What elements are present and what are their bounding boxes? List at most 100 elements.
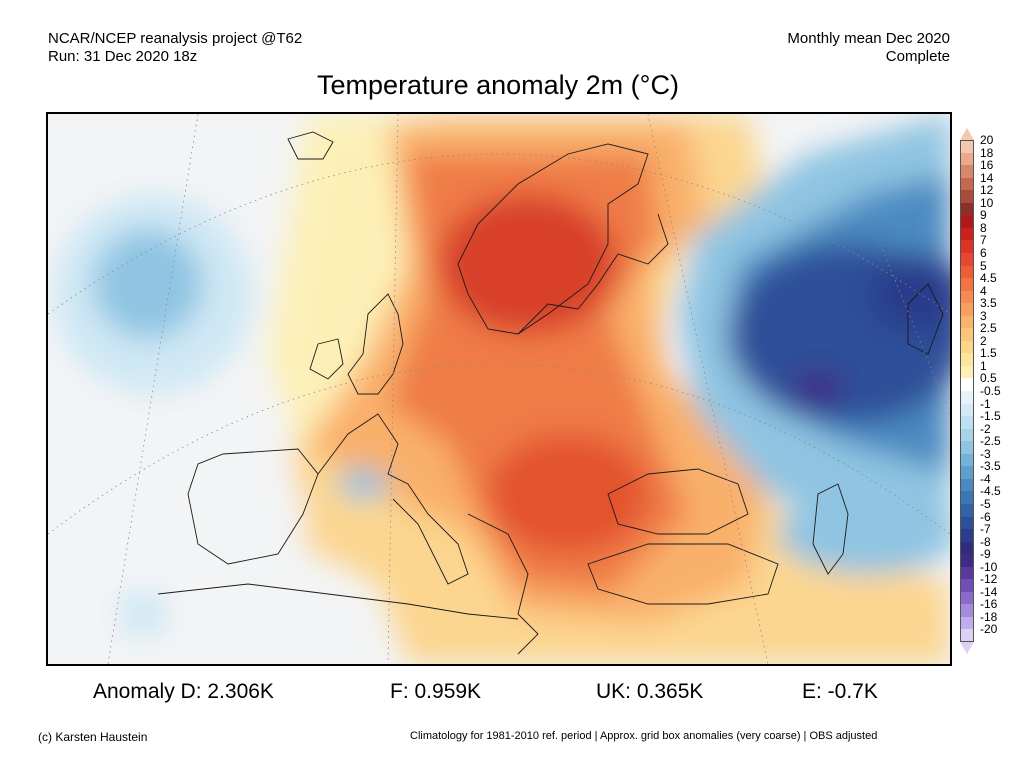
colorbar-cell <box>960 190 974 204</box>
colorbar-label: -20 <box>980 622 998 637</box>
coastlines <box>157 131 944 655</box>
colorbar-cell <box>960 466 974 480</box>
colorbar-cell <box>960 290 974 304</box>
colorbar-label: -4.5 <box>980 484 1001 499</box>
colorbar-label: -2.5 <box>980 434 1001 449</box>
colorbar-cell <box>960 391 974 405</box>
colorbar-label: 9 <box>980 208 987 223</box>
colorbar-cell <box>960 591 974 605</box>
colorbar-label: -5 <box>980 496 991 511</box>
colorbar-cell <box>960 140 974 154</box>
colorbar-cell <box>960 441 974 455</box>
anomaly-map-svg <box>48 114 950 664</box>
climatology-note: Climatology for 1981-2010 ref. period | … <box>410 730 878 742</box>
colorbar-cell <box>960 403 974 417</box>
colorbar-cell <box>960 365 974 379</box>
colorbar-label: -18 <box>980 609 998 624</box>
colorbar-cell <box>960 428 974 442</box>
colorbar-label: -0.5 <box>980 384 1001 398</box>
anomaly-e: E: -0.7K <box>802 680 878 703</box>
colorbar-cell <box>960 516 974 530</box>
colorbar-label: -3.5 <box>980 459 1001 474</box>
colorbar-label: -6 <box>980 509 991 524</box>
anomaly-uk: UK: 0.365K <box>596 680 704 703</box>
colorbar-label: -10 <box>980 559 998 574</box>
colorbar-cell <box>960 554 974 568</box>
colorbar-label: 6 <box>980 245 987 260</box>
colorbar-label: 4 <box>980 283 987 298</box>
anomaly-map <box>46 112 952 666</box>
colorbar-label: -14 <box>980 584 998 599</box>
status-label: Complete <box>885 48 950 65</box>
colorbar-label: 10 <box>980 195 994 210</box>
colorbar-cell <box>960 315 974 329</box>
colorbar-label: 0.5 <box>980 371 997 386</box>
colorbar-cell <box>960 177 974 191</box>
header-right: Monthly mean Dec 2020 Complete <box>787 30 950 66</box>
colorbar-cell <box>960 252 974 266</box>
colorbar-cell <box>960 478 974 492</box>
colorbar-cell <box>960 566 974 580</box>
colorbar-label: 18 <box>980 145 994 160</box>
run-time: Run: 31 Dec 2020 18z <box>48 48 198 65</box>
colorbar-label: 2 <box>980 333 987 348</box>
graticule <box>48 114 950 664</box>
credit: (c) Karsten Haustein <box>38 730 148 744</box>
colorbar-label: 5 <box>980 258 987 273</box>
colorbar-label: 20 <box>980 133 994 147</box>
colorbar-cell <box>960 215 974 229</box>
colorbar-label: -2 <box>980 421 991 436</box>
colorbar-label: -16 <box>980 597 998 612</box>
colorbar-cell <box>960 165 974 179</box>
colorbar-label: -1.5 <box>980 409 1001 424</box>
colorbar-cell <box>960 240 974 254</box>
period-label: Monthly mean Dec 2020 <box>787 30 950 47</box>
colorbar-label: -1 <box>980 396 991 411</box>
colorbar-label: -7 <box>980 522 991 537</box>
colorbar-cell <box>960 503 974 517</box>
colorbar-cell <box>960 152 974 166</box>
colorbar-bottom-arrow <box>960 642 974 654</box>
colorbar-cell <box>960 629 974 643</box>
map-title: Temperature anomaly 2m (°C) <box>317 70 679 100</box>
colorbar-cell <box>960 604 974 618</box>
data-source: NCAR/NCEP reanalysis project @T62 <box>48 30 303 47</box>
colorbar-label: -12 <box>980 572 998 587</box>
colorbar-cell <box>960 303 974 317</box>
colorbar-cell <box>960 579 974 593</box>
colorbar-label: 8 <box>980 220 987 235</box>
colorbar-label: 3 <box>980 308 987 323</box>
colorbar-label: 2.5 <box>980 321 997 336</box>
colorbar-cell <box>960 328 974 342</box>
header-left: NCAR/NCEP reanalysis project @T62 Run: 3… <box>48 30 302 66</box>
anomaly-field <box>53 114 950 664</box>
colorbar-label: -9 <box>980 547 991 562</box>
colorbar-label: -8 <box>980 534 991 549</box>
colorbar-cell <box>960 202 974 216</box>
colorbar-label: 14 <box>980 170 994 185</box>
colorbar-cell <box>960 491 974 505</box>
colorbar-label: 16 <box>980 158 994 173</box>
colorbar-cell <box>960 416 974 430</box>
colorbar-cell <box>960 529 974 543</box>
colorbar-cell <box>960 265 974 279</box>
colorbar-label: 12 <box>980 183 994 198</box>
colorbar-cell <box>960 453 974 467</box>
colorbar-cell <box>960 616 974 630</box>
colorbar-cell <box>960 340 974 354</box>
colorbar-label: 7 <box>980 233 987 248</box>
colorbar-cell <box>960 353 974 367</box>
colorbar-label: 1 <box>980 358 987 373</box>
colorbar-label: 1.5 <box>980 346 997 361</box>
colorbar-cell <box>960 378 974 392</box>
colorbar-cell <box>960 278 974 292</box>
colorbar-cell <box>960 227 974 241</box>
anomaly-d: Anomaly D: 2.306K <box>93 680 274 703</box>
colorbar-label: 4.5 <box>980 271 997 286</box>
colorbar-label: 3.5 <box>980 296 997 311</box>
colorbar-label: -4 <box>980 471 991 486</box>
anomaly-f: F: 0.959K <box>390 680 482 703</box>
colorbar-cell <box>960 541 974 555</box>
colorbar-label: -3 <box>980 446 991 461</box>
colorbar-top-arrow <box>960 128 974 140</box>
